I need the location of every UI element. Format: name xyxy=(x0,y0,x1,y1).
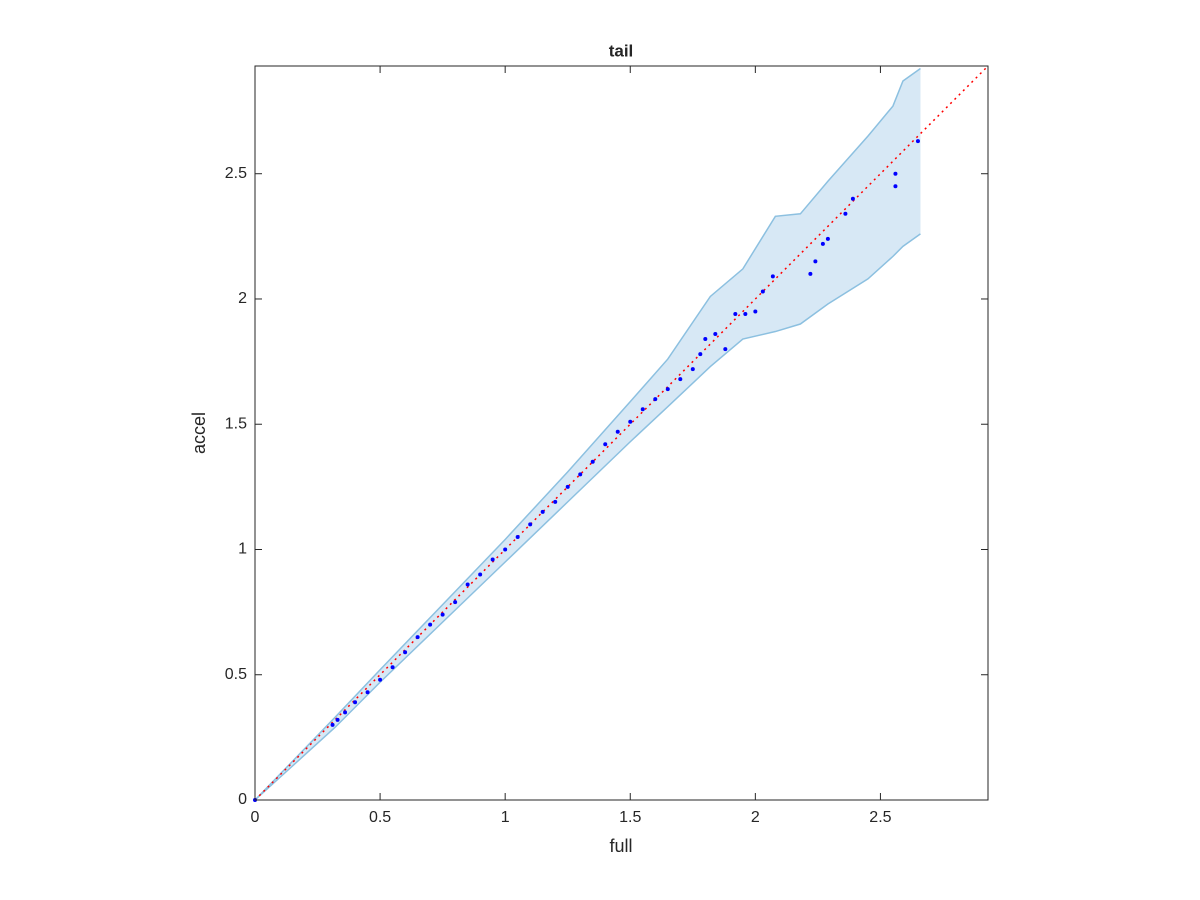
data-point xyxy=(723,347,728,352)
data-point xyxy=(403,650,408,655)
data-point xyxy=(753,309,758,314)
data-point xyxy=(565,484,570,489)
data-point xyxy=(343,710,348,715)
data-point xyxy=(428,622,433,627)
data-point xyxy=(453,600,458,605)
data-point xyxy=(713,332,718,337)
y-tick-label: 1.5 xyxy=(225,415,247,432)
data-point xyxy=(465,582,470,587)
data-point xyxy=(478,572,483,577)
plot-frame xyxy=(254,65,989,801)
data-point xyxy=(390,665,395,670)
reference-line xyxy=(254,65,989,801)
data-point xyxy=(330,722,335,727)
y-tick-label: 0 xyxy=(238,791,247,808)
data-point xyxy=(440,612,445,617)
data-point xyxy=(843,211,848,216)
data-point xyxy=(515,534,520,539)
data-point xyxy=(378,677,383,682)
data-point xyxy=(825,236,830,241)
data-point xyxy=(353,700,358,705)
y-tick-label: 2.5 xyxy=(225,165,247,182)
data-point xyxy=(813,259,818,264)
x-axis-label: full xyxy=(609,836,632,856)
data-point xyxy=(698,352,703,357)
data-point xyxy=(553,499,558,504)
data-point xyxy=(820,241,825,246)
chart-title: tail xyxy=(609,41,634,60)
data-point xyxy=(503,547,508,552)
y-tick-label: 0.5 xyxy=(225,666,247,683)
data-point xyxy=(415,635,420,640)
data-point xyxy=(770,274,775,279)
data-point xyxy=(628,419,633,424)
data-point xyxy=(703,337,708,342)
data-point xyxy=(743,312,748,317)
data-point xyxy=(365,690,370,695)
y-tick-label: 1 xyxy=(238,541,247,558)
data-point xyxy=(590,459,595,464)
data-point xyxy=(808,271,813,276)
data-point xyxy=(760,289,765,294)
data-point xyxy=(915,139,920,144)
data-point xyxy=(615,429,620,434)
data-point xyxy=(893,171,898,176)
data-point xyxy=(665,387,670,392)
data-point xyxy=(578,472,583,477)
x-tick-label: 0.5 xyxy=(369,809,391,826)
y-axis-label: accel xyxy=(189,412,209,454)
x-tick-label: 0 xyxy=(251,809,260,826)
data-point xyxy=(678,377,683,382)
x-tick-label: 2.5 xyxy=(869,809,891,826)
data-point xyxy=(540,509,545,514)
y-tick-label: 2 xyxy=(238,290,247,307)
data-point xyxy=(653,397,658,402)
data-point xyxy=(335,717,340,722)
x-tick-label: 1 xyxy=(501,809,510,826)
x-tick-label: 1.5 xyxy=(619,809,641,826)
data-point xyxy=(528,522,533,527)
data-point xyxy=(733,312,738,317)
data-point xyxy=(490,557,495,562)
data-point xyxy=(640,407,645,412)
data-point xyxy=(893,184,898,189)
band-lower-edge xyxy=(254,233,921,801)
data-point xyxy=(690,367,695,372)
data-point xyxy=(603,442,608,447)
x-tick-label: 2 xyxy=(751,809,760,826)
band-upper-edge xyxy=(254,67,921,801)
data-point xyxy=(850,196,855,201)
